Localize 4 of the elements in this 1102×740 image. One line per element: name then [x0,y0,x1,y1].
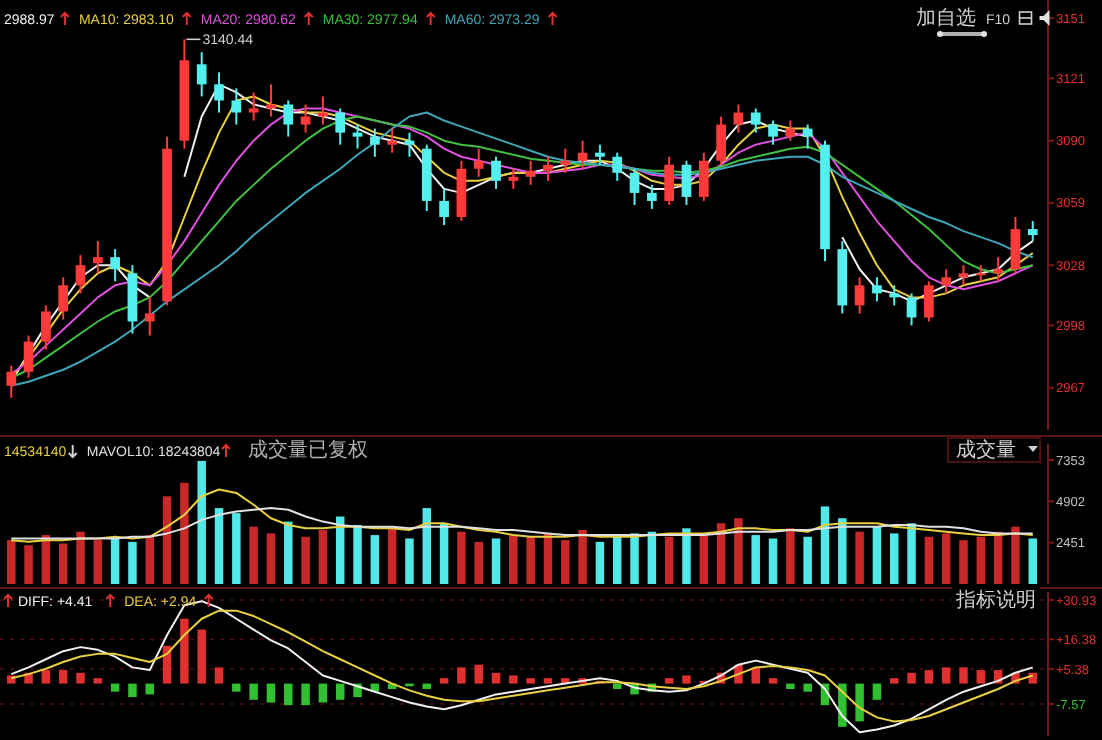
annotation: 成交量 [956,438,1016,462]
annotation: 加自选 [916,6,976,30]
annotation: 成交量已复权 [248,438,368,462]
annotation: 指标说明 [954,588,1036,612]
